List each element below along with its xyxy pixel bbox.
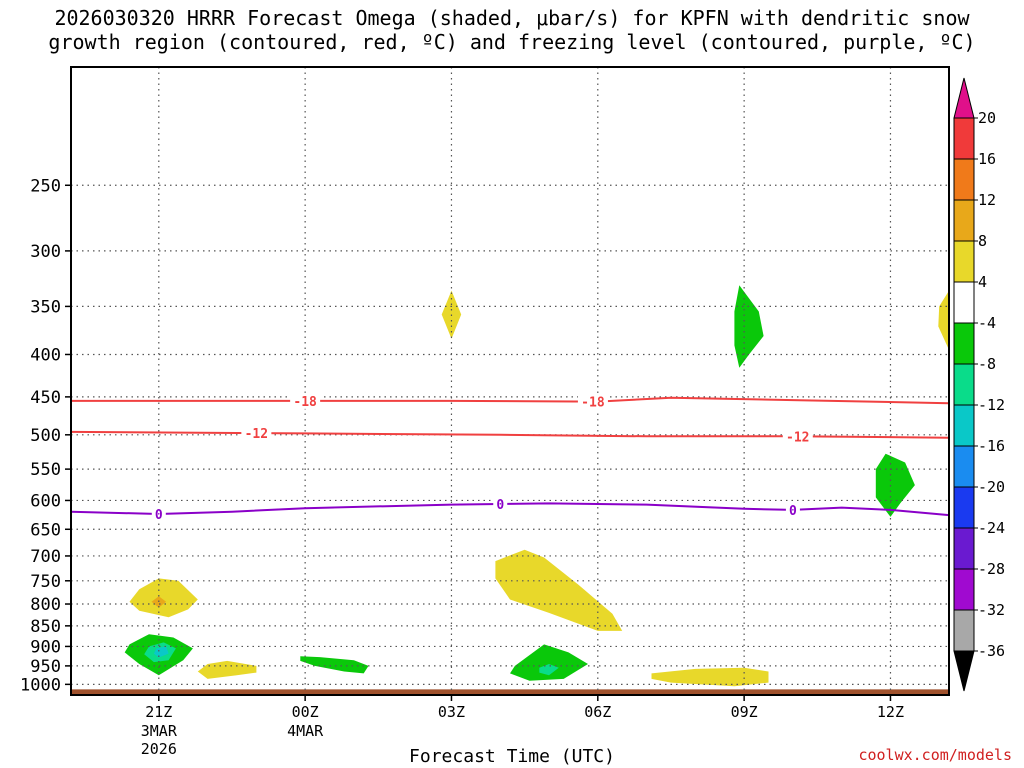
x-axis-label: Forecast Time (UTC): [409, 746, 615, 767]
colorbar: 20 16 12 8 4 -4 -8 -12 -16 -20 -24 -28 -32 -36: [953, 77, 1005, 692]
colorbar-label-13: -36: [978, 642, 1005, 660]
dgz-lower-label-bg-1: [782, 428, 813, 445]
omega-neg-4-bl2: [300, 656, 369, 674]
y-tick-label-850: 850: [30, 617, 61, 637]
colorbar-label-4: 4: [978, 273, 987, 291]
axis-ticks: 2503003504004505005506006507007508008509…: [20, 176, 904, 758]
x-tick-sublabel-21Z-0: 3MAR: [141, 722, 178, 740]
colorbar-label-3: 8: [978, 232, 987, 250]
credit-text: coolwx.com/models: [858, 746, 1012, 764]
omega-neg-8-bl3: [539, 664, 559, 676]
freezing-level-label-bg-1: [493, 496, 508, 513]
colorbar-segment-12: [953, 609, 975, 652]
colorbar-label-11: -28: [978, 560, 1005, 578]
colorbar-segment-4: [953, 281, 975, 324]
freezing-level-label-2: 0: [789, 504, 797, 519]
freezing-level: [70, 502, 950, 517]
colorbar-label-8: -16: [978, 437, 1005, 455]
y-tick-label-800: 800: [30, 595, 61, 615]
y-tick-label-300: 300: [30, 242, 61, 262]
freezing-level-label-1: 0: [496, 498, 504, 513]
omega-pos-4-bl2: [197, 660, 257, 679]
omega-pos-4-bl1: [129, 578, 198, 618]
contour-lines: -18 -18 -12 -12 0 0 0: [70, 392, 950, 523]
dgz-lower: [70, 430, 950, 439]
y-tick-label-950: 950: [30, 657, 61, 677]
omega-neg-4-mid: [875, 453, 915, 517]
dgz-upper-label-bg-1: [577, 393, 608, 410]
chart-title: 2026030320 HRRR Forecast Omega (shaded, …: [0, 6, 1024, 54]
y-tick-label-600: 600: [30, 491, 61, 511]
y-tick-label-1000: 1000: [20, 675, 61, 695]
y-tick-label-700: 700: [30, 547, 61, 567]
freezing-level-label-bg-0: [151, 505, 166, 522]
dgz-lower-label-bg-0: [241, 425, 272, 442]
omega-pos-4-bl3: [651, 667, 769, 687]
dgz-lower-label-0: -12: [245, 427, 268, 442]
omega-pos-4-mid: [495, 549, 623, 631]
colorbar-label-7: -12: [978, 396, 1005, 414]
x-tick-label-21Z: 21Z: [145, 703, 172, 721]
colorbar-segment-0: [953, 117, 975, 160]
y-tick-label-900: 900: [30, 637, 61, 657]
dgz-lower-label-1: -12: [786, 430, 809, 445]
plot-frame: [70, 66, 950, 696]
y-tick-label-750: 750: [30, 572, 61, 592]
dgz-upper: [71, 396, 950, 405]
colorbar-label-2: 12: [978, 191, 996, 209]
colorbar-segment-5: [953, 322, 975, 365]
x-tick-sublabel-00Z-0: 4MAR: [287, 722, 324, 740]
colorbar-label-0: 20: [978, 109, 996, 127]
x-tick-label-12Z: 12Z: [877, 703, 904, 721]
colorbar-segment-3: [953, 240, 975, 283]
colorbar-min-triangle: [953, 650, 975, 692]
dgz-upper-label-0: -18: [293, 395, 317, 410]
colorbar-label-6: -8: [978, 355, 996, 373]
colorbar-segment-2: [953, 199, 975, 242]
colorbar-segment-10: [953, 527, 975, 570]
grid-lines: [71, 67, 949, 695]
x-tick-sublabel-21Z-1: 2026: [141, 740, 177, 758]
omega-neg-12-bl1: [153, 646, 169, 658]
y-tick-label-650: 650: [30, 520, 61, 540]
dgz-upper-label-bg-0: [290, 392, 321, 409]
y-tick-label-400: 400: [30, 345, 61, 365]
x-tick-label-03Z: 03Z: [438, 703, 465, 721]
omega-pos-4-right: [938, 290, 949, 350]
colorbar-label-12: -32: [978, 601, 1005, 619]
omega-neg-4-upper: [734, 285, 764, 368]
dgz-upper-label-1: -18: [581, 396, 605, 411]
y-tick-label-500: 500: [30, 426, 61, 446]
colorbar-segment-11: [953, 568, 975, 611]
y-tick-label-450: 450: [30, 388, 61, 408]
colorbar-label-1: 16: [978, 150, 996, 168]
omega-neg-4-bl3: [510, 644, 588, 681]
x-tick-label-09Z: 09Z: [731, 703, 758, 721]
colorbar-segment-1: [953, 158, 975, 201]
title-line-2: growth region (contoured, red, ºC) and f…: [48, 30, 976, 54]
y-tick-label-550: 550: [30, 460, 61, 480]
x-tick-label-06Z: 06Z: [584, 703, 611, 721]
colorbar-label-9: -20: [978, 478, 1005, 496]
freezing-level-label-bg-2: [785, 501, 800, 518]
ground: [71, 689, 949, 695]
x-tick-label-00Z: 00Z: [292, 703, 319, 721]
colorbar-segment-8: [953, 445, 975, 488]
colorbar-max-triangle: [953, 77, 975, 119]
colorbar-segment-7: [953, 404, 975, 447]
colorbar-segment-9: [953, 486, 975, 529]
colorbar-label-10: -24: [978, 519, 1005, 537]
title-line-1: 2026030320 HRRR Forecast Omega (shaded, …: [54, 6, 970, 30]
freezing-level-label-0: 0: [155, 508, 163, 523]
colorbar-segment-6: [953, 363, 975, 406]
y-tick-label-350: 350: [30, 297, 61, 317]
shaded-regions: [71, 285, 949, 695]
colorbar-label-5: -4: [978, 314, 996, 332]
y-tick-label-250: 250: [30, 176, 61, 196]
